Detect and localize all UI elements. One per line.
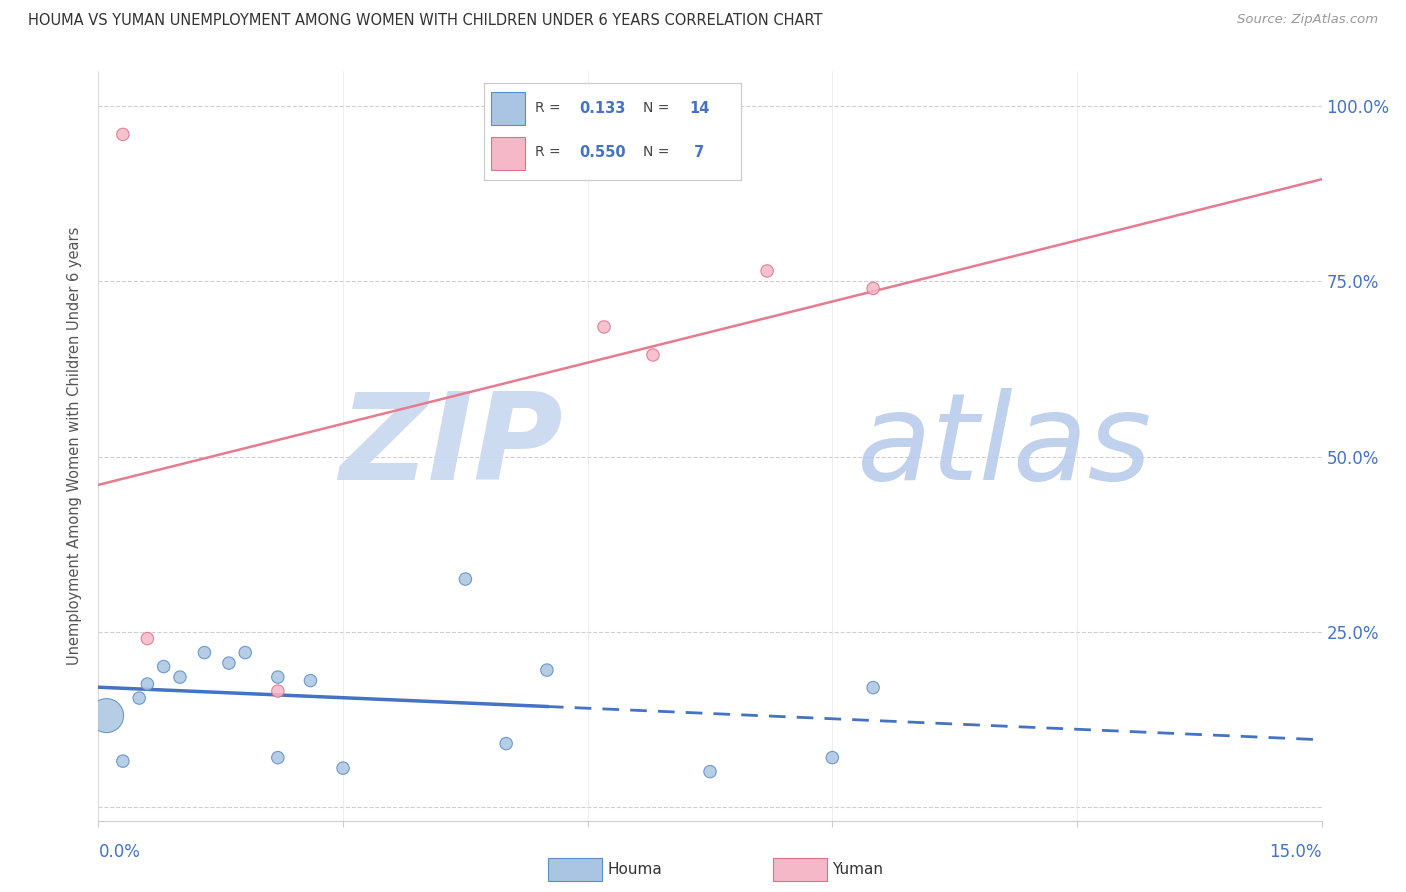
Point: [699, 764, 721, 779]
Y-axis label: Unemployment Among Women with Children Under 6 years: Unemployment Among Women with Children U…: [67, 227, 83, 665]
Text: Source: ZipAtlas.com: Source: ZipAtlas.com: [1237, 13, 1378, 27]
Point: [454, 572, 477, 586]
Point: [136, 677, 159, 691]
Text: HOUMA VS YUMAN UNEMPLOYMENT AMONG WOMEN WITH CHILDREN UNDER 6 YEARS CORRELATION : HOUMA VS YUMAN UNEMPLOYMENT AMONG WOMEN …: [28, 13, 823, 29]
Point: [267, 750, 290, 764]
Point: [821, 750, 844, 764]
Point: [862, 281, 884, 295]
Text: 15.0%: 15.0%: [1270, 843, 1322, 861]
Point: [233, 646, 256, 660]
Text: ZIP: ZIP: [339, 387, 564, 505]
Point: [136, 632, 159, 646]
Point: [593, 320, 616, 334]
Point: [299, 673, 322, 688]
Point: [267, 684, 290, 698]
Point: [267, 670, 290, 684]
Point: [193, 646, 215, 660]
Point: [218, 656, 240, 670]
Point: [536, 663, 558, 677]
Point: [111, 128, 134, 142]
Point: [332, 761, 354, 775]
Point: [862, 681, 884, 695]
Text: Houma: Houma: [607, 863, 662, 877]
Text: Yuman: Yuman: [832, 863, 883, 877]
Text: atlas: atlas: [856, 387, 1152, 505]
Point: [152, 659, 174, 673]
Point: [495, 737, 517, 751]
Point: [641, 348, 664, 362]
Point: [128, 691, 150, 706]
Point: [111, 754, 134, 768]
Point: [169, 670, 191, 684]
Text: 0.0%: 0.0%: [98, 843, 141, 861]
Point: [96, 708, 118, 723]
Point: [756, 264, 779, 278]
